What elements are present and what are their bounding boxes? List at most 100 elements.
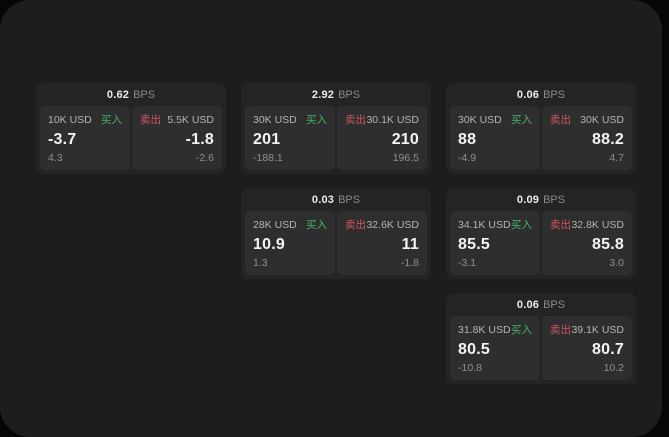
buy-delta: -3.1 — [458, 257, 477, 269]
buy-side-label: 买入 — [511, 219, 532, 231]
bps-value: 0.09 — [516, 193, 540, 206]
sell-price: 11 — [401, 235, 419, 253]
bps-unit-label: BPS — [338, 88, 361, 101]
card-header: 0.09 BPS — [446, 188, 636, 208]
card-header: 0.06 BPS — [446, 293, 636, 313]
sell-size-label: 30.1K USD — [366, 113, 419, 126]
sell-size-label: 39.1K USD — [571, 323, 624, 336]
sell-size-label: 5.5K USD — [167, 113, 214, 126]
buy-panel-header: 34.1K USD 买入 — [458, 217, 532, 232]
sell-side-label: 卖出 — [550, 114, 571, 126]
sell-panel[interactable]: 卖出 30.1K USD 210 196.5 — [337, 106, 427, 170]
buy-panel-header: 28K USD 买入 — [253, 217, 327, 232]
card-header: 0.03 BPS — [241, 188, 431, 208]
buy-panel[interactable]: 28K USD 买入 10.9 1.3 — [245, 211, 335, 275]
sell-price: -1.8 — [185, 130, 214, 148]
buy-price: -3.7 — [48, 130, 77, 148]
card-body: 30K USD 买入 201 -188.1 卖出 30.1K USD 210 1… — [241, 103, 431, 174]
card-body: 10K USD 买入 -3.7 4.3 卖出 5.5K USD -1.8 -2.… — [36, 103, 226, 174]
buy-panel-header: 30K USD 买入 — [458, 112, 532, 127]
buy-price: 80.5 — [458, 340, 490, 358]
bps-value: 0.62 — [106, 88, 130, 101]
buy-delta: 4.3 — [48, 152, 63, 164]
buy-size-label: 10K USD — [48, 113, 92, 126]
sell-price: 85.8 — [592, 235, 624, 253]
sell-panel[interactable]: 卖出 5.5K USD -1.8 -2.6 — [132, 106, 222, 170]
buy-panel[interactable]: 34.1K USD 买入 85.5 -3.1 — [450, 211, 540, 275]
buy-size-label: 30K USD — [253, 113, 297, 126]
bps-value: 2.92 — [311, 88, 335, 101]
buy-price: 10.9 — [253, 235, 285, 253]
quote-card[interactable]: 0.06 BPS 31.8K USD 买入 80.5 -10.8 卖出 39.1… — [446, 293, 636, 384]
sell-price: 80.7 — [592, 340, 624, 358]
buy-size-label: 34.1K USD — [458, 218, 511, 231]
sell-delta: -1.8 — [400, 257, 419, 269]
buy-delta: -188.1 — [253, 152, 283, 164]
sell-side-label: 卖出 — [550, 324, 571, 336]
buy-price: 85.5 — [458, 235, 490, 253]
sell-panel[interactable]: 卖出 32.8K USD 85.8 3.0 — [542, 211, 632, 275]
sell-price: 210 — [391, 130, 419, 148]
quote-card[interactable]: 0.09 BPS 34.1K USD 买入 85.5 -3.1 卖出 32.8K… — [446, 188, 636, 279]
card-body: 30K USD 买入 88 -4.9 卖出 30K USD 88.2 4.7 — [446, 103, 636, 174]
buy-side-label: 买入 — [306, 114, 327, 126]
buy-delta: 1.3 — [253, 257, 268, 269]
buy-side-label: 买入 — [306, 219, 327, 231]
sell-price: 88.2 — [592, 130, 624, 148]
card-header: 0.06 BPS — [446, 83, 636, 103]
sell-size-label: 32.6K USD — [366, 218, 419, 231]
sell-size-label: 30K USD — [580, 113, 624, 126]
bps-unit-label: BPS — [543, 193, 566, 206]
quote-card[interactable]: 0.06 BPS 30K USD 买入 88 -4.9 卖出 30K USD 8… — [446, 83, 636, 174]
buy-panel[interactable]: 30K USD 买入 201 -188.1 — [245, 106, 335, 170]
sell-side-label: 卖出 — [345, 114, 366, 126]
buy-panel[interactable]: 10K USD 买入 -3.7 4.3 — [40, 106, 130, 170]
quote-card[interactable]: 2.92 BPS 30K USD 买入 201 -188.1 卖出 30.1K … — [241, 83, 431, 174]
buy-size-label: 28K USD — [253, 218, 297, 231]
sell-delta: 4.7 — [609, 152, 624, 164]
buy-panel-header: 10K USD 买入 — [48, 112, 122, 127]
bps-unit-label: BPS — [338, 193, 361, 206]
buy-size-label: 31.8K USD — [458, 323, 511, 336]
sell-side-label: 卖出 — [345, 219, 366, 231]
sell-side-label: 卖出 — [550, 219, 571, 231]
sell-panel-header: 卖出 32.6K USD — [345, 217, 419, 232]
sell-panel-header: 卖出 30.1K USD — [345, 112, 419, 127]
sell-size-label: 32.8K USD — [571, 218, 624, 231]
sell-panel[interactable]: 卖出 30K USD 88.2 4.7 — [542, 106, 632, 170]
sell-panel-header: 卖出 32.8K USD — [550, 217, 624, 232]
bps-unit-label: BPS — [133, 88, 156, 101]
bps-value: 0.03 — [311, 193, 335, 206]
buy-side-label: 买入 — [511, 114, 532, 126]
sell-panel[interactable]: 卖出 32.6K USD 11 -1.8 — [337, 211, 427, 275]
bps-unit-label: BPS — [543, 88, 566, 101]
card-body: 34.1K USD 买入 85.5 -3.1 卖出 32.8K USD 85.8… — [446, 208, 636, 279]
bps-unit-label: BPS — [543, 298, 566, 311]
sell-delta: 3.0 — [609, 257, 624, 269]
card-header: 0.62 BPS — [36, 83, 226, 103]
sell-panel-header: 卖出 5.5K USD — [140, 112, 214, 127]
sell-panel-header: 卖出 30K USD — [550, 112, 624, 127]
bps-value: 0.06 — [516, 298, 540, 311]
buy-panel[interactable]: 30K USD 买入 88 -4.9 — [450, 106, 540, 170]
buy-delta: -4.9 — [458, 152, 477, 164]
bps-value: 0.06 — [516, 88, 540, 101]
buy-panel-header: 31.8K USD 买入 — [458, 322, 532, 337]
sell-side-label: 卖出 — [140, 114, 161, 126]
sell-delta: 10.2 — [603, 362, 624, 374]
buy-price: 201 — [253, 130, 281, 148]
buy-side-label: 买入 — [511, 324, 532, 336]
sell-delta: 196.5 — [392, 152, 419, 164]
sell-panel-header: 卖出 39.1K USD — [550, 322, 624, 337]
buy-panel[interactable]: 31.8K USD 买入 80.5 -10.8 — [450, 316, 540, 380]
quote-card[interactable]: 0.62 BPS 10K USD 买入 -3.7 4.3 卖出 5.5K USD… — [36, 83, 226, 174]
sell-delta: -2.6 — [195, 152, 214, 164]
buy-delta: -10.8 — [458, 362, 482, 374]
card-body: 28K USD 买入 10.9 1.3 卖出 32.6K USD 11 -1.8 — [241, 208, 431, 279]
card-body: 31.8K USD 买入 80.5 -10.8 卖出 39.1K USD 80.… — [446, 313, 636, 384]
sell-panel[interactable]: 卖出 39.1K USD 80.7 10.2 — [542, 316, 632, 380]
quote-card[interactable]: 0.03 BPS 28K USD 买入 10.9 1.3 卖出 32.6K US… — [241, 188, 431, 279]
buy-price: 88 — [458, 130, 477, 148]
